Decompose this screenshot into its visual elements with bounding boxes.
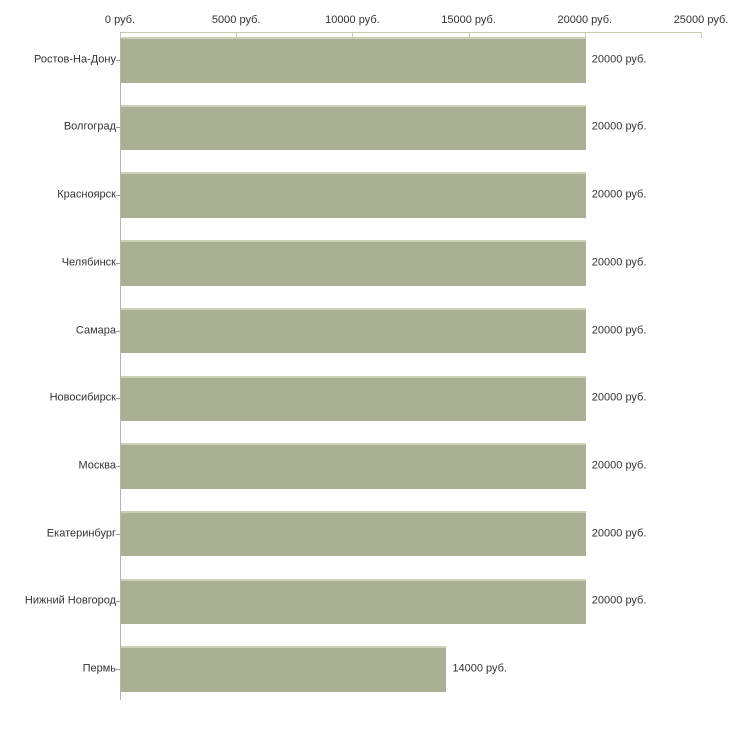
x-axis-tick-label: 20000 руб.: [557, 14, 613, 26]
category-tick-mark: [116, 127, 120, 128]
category-label: Ростов-На-Дону: [33, 53, 116, 66]
x-axis-line: [120, 32, 702, 33]
category-tick-mark: [116, 669, 120, 670]
value-label: 20000 руб.: [591, 527, 647, 540]
bar: [121, 240, 586, 286]
category-tick-mark: [116, 195, 120, 196]
value-label: 20000 руб.: [591, 53, 647, 66]
x-axis-tick-mark: [701, 33, 702, 38]
category-tick-mark: [116, 601, 120, 602]
value-label: 20000 руб.: [591, 120, 647, 133]
x-axis-tick-mark: [468, 33, 470, 38]
category-label: Пермь: [82, 662, 116, 675]
x-axis-tick-mark: [584, 33, 586, 38]
value-label: 20000 руб.: [591, 391, 647, 404]
x-axis-tick-mark: [120, 33, 121, 38]
bar: [121, 307, 586, 354]
value-label: 20000 руб.: [591, 188, 647, 201]
x-axis-tick-label: 25000 руб.: [673, 14, 729, 26]
category-tick-mark: [116, 263, 120, 264]
x-axis-tick-label: 10000 руб.: [325, 14, 380, 26]
category-label: Новосибирск: [49, 391, 116, 404]
bar: [121, 37, 586, 83]
bar: [121, 375, 586, 421]
category-label: Красноярск: [57, 188, 116, 201]
category-label: Москва: [78, 459, 116, 472]
category-tick-mark: [116, 534, 120, 535]
x-axis-tick-mark: [352, 33, 354, 38]
bar: [121, 104, 586, 151]
value-label: 20000 руб.: [591, 256, 647, 269]
category-tick-mark: [116, 398, 120, 399]
category-tick-mark: [116, 331, 120, 332]
category-label: Нижний Новгород: [24, 594, 116, 607]
x-axis-tick-label: 15000 руб.: [441, 14, 496, 26]
bar: [121, 443, 586, 489]
category-label: Волгоград: [63, 120, 116, 133]
bar: [121, 646, 447, 692]
category-label: Самара: [75, 324, 116, 337]
bar: [121, 172, 586, 218]
x-axis-tick-mark: [236, 33, 238, 38]
bar: [121, 510, 586, 557]
value-label: 20000 руб.: [591, 459, 647, 472]
value-label: 14000 руб.: [452, 662, 507, 675]
value-label: 20000 руб.: [591, 594, 647, 607]
category-tick-mark: [116, 466, 120, 467]
value-label: 20000 руб.: [591, 324, 647, 337]
category-label: Екатеринбург: [46, 527, 116, 540]
x-axis-tick-label: 0 руб.: [104, 14, 136, 26]
y-axis-line: [120, 32, 121, 700]
bar: [121, 578, 586, 625]
x-axis-tick-label: 5000 руб.: [211, 14, 261, 26]
category-tick-mark: [116, 60, 120, 61]
category-label: Челябинск: [61, 256, 116, 269]
